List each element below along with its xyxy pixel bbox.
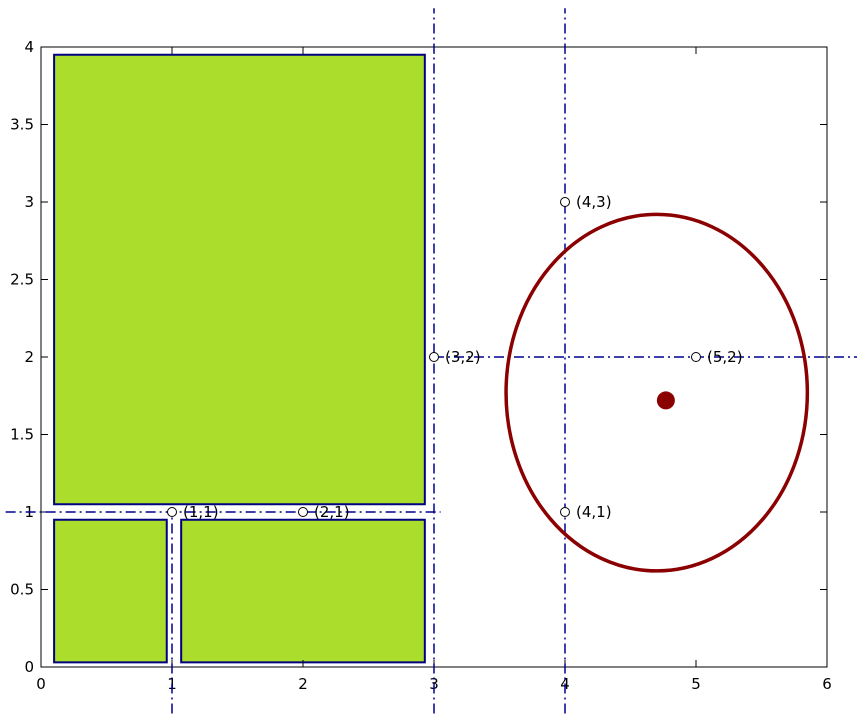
- x-tick-label-2: 2: [298, 675, 308, 693]
- guide-lines-layer: [5, 8, 857, 714]
- region-rect-1: [53, 53, 426, 506]
- point-marker-6: [691, 352, 701, 362]
- point-label-3: (3,2): [445, 348, 481, 366]
- circle-region: [504, 212, 810, 573]
- y-tick-label-5: 2.5: [10, 271, 34, 289]
- x-tick-label-5: 5: [691, 675, 701, 693]
- y-tick-label-4: 2: [24, 348, 34, 366]
- point-marker-4: [560, 197, 570, 207]
- circle-layer: [504, 212, 810, 573]
- point-label-2: (2,1): [314, 503, 350, 521]
- y-tick-label-7: 3.5: [10, 116, 34, 134]
- point-marker-2: [298, 507, 308, 517]
- point-marker-5: [560, 507, 570, 517]
- y-tick-label-1: 0.5: [10, 581, 34, 599]
- y-tick-label-6: 3: [24, 193, 34, 211]
- region-rect-2: [53, 518, 168, 664]
- rectangles-layer: [53, 53, 426, 664]
- point-marker-1: [167, 507, 177, 517]
- y-tick-label-3: 1.5: [10, 426, 34, 444]
- x-tick-label-0: 0: [36, 675, 46, 693]
- point-label-6: (5,2): [707, 348, 743, 366]
- center-marker: [656, 391, 675, 410]
- point-label-5: (4,1): [576, 503, 612, 521]
- x-tick-label-6: 6: [822, 675, 832, 693]
- region-rect-3: [180, 518, 426, 664]
- points-layer: (1,1) (2,1) (3,2) (4,3) (4,1) (5,2): [167, 193, 743, 521]
- point-marker-3: [429, 352, 439, 362]
- y-tick-label-8: 4: [24, 38, 34, 56]
- point-label-1: (1,1): [183, 503, 219, 521]
- point-label-4: (4,3): [576, 193, 612, 211]
- y-tick-label-0: 0: [24, 658, 34, 676]
